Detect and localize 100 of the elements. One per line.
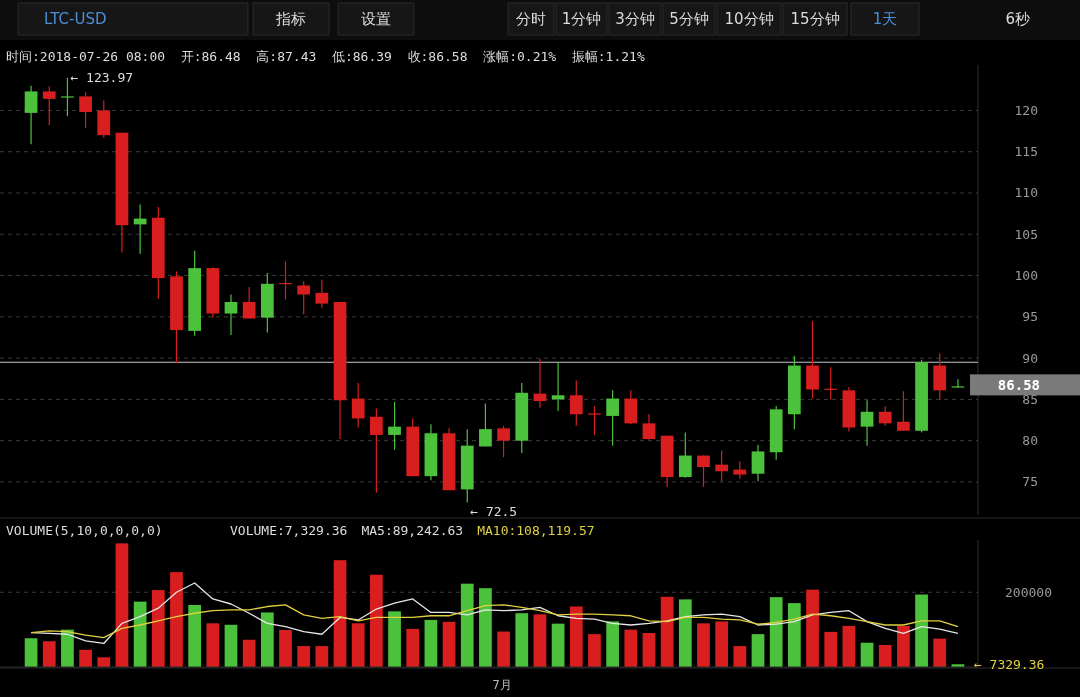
bar bbox=[533, 614, 547, 667]
bar bbox=[370, 574, 383, 667]
bar bbox=[915, 594, 928, 667]
text: 3分钟 bbox=[615, 10, 655, 28]
bar bbox=[842, 625, 856, 667]
candlestick bbox=[42, 85, 56, 126]
bar bbox=[442, 621, 456, 667]
candlestick bbox=[497, 425, 510, 458]
bar bbox=[388, 611, 401, 667]
bar bbox=[61, 629, 74, 667]
chart-subtitle: 时间:2018-07-26 08:00 开:86.48 高:87.43 低:86.39 收:86.58 涨幅:0.21% 振幅:1.21% bbox=[6, 49, 645, 64]
bar bbox=[42, 641, 56, 667]
annotation: ← 123.97 bbox=[70, 69, 134, 85]
candlestick bbox=[479, 402, 492, 448]
bar bbox=[715, 621, 729, 667]
y-tick-label: 95 bbox=[1022, 309, 1038, 325]
bar bbox=[606, 621, 619, 667]
text: 15分钟 bbox=[790, 10, 840, 28]
text: 1分钟 bbox=[561, 10, 602, 28]
y-tick-label: 200000 bbox=[1005, 584, 1052, 600]
candlestick bbox=[242, 286, 256, 320]
text: 设置 bbox=[361, 10, 391, 28]
candlestick bbox=[678, 431, 692, 479]
text: 10分钟 bbox=[724, 10, 774, 28]
bar bbox=[769, 597, 783, 667]
bar bbox=[588, 634, 601, 667]
candlestick bbox=[224, 293, 238, 336]
candlestick bbox=[897, 390, 910, 432]
text: 指标 bbox=[275, 10, 306, 28]
annotation: ← 72.5 bbox=[470, 503, 518, 519]
y-tick-label: 120 bbox=[1014, 102, 1038, 118]
bar bbox=[933, 638, 947, 667]
bar bbox=[751, 634, 765, 667]
bar bbox=[497, 631, 510, 667]
candlestick bbox=[297, 280, 311, 315]
candlestick bbox=[697, 454, 710, 488]
bar bbox=[660, 596, 674, 667]
candlestick bbox=[569, 379, 583, 427]
bar bbox=[279, 630, 292, 667]
chart-title: LTC-USD bbox=[44, 10, 107, 28]
bar bbox=[678, 599, 692, 667]
y-tick-label: 90 bbox=[1022, 350, 1038, 366]
candlestick bbox=[388, 401, 401, 451]
bar bbox=[170, 572, 183, 667]
bar bbox=[460, 583, 474, 667]
bar bbox=[351, 623, 365, 667]
bar bbox=[824, 631, 838, 667]
bar bbox=[551, 623, 565, 667]
bar bbox=[206, 623, 220, 667]
bar bbox=[188, 604, 202, 667]
candlestick bbox=[79, 91, 92, 129]
candlestick bbox=[24, 85, 38, 145]
bar bbox=[79, 649, 92, 667]
bar bbox=[297, 646, 311, 667]
bar bbox=[733, 646, 747, 667]
bar bbox=[115, 543, 129, 667]
text: 7月 bbox=[492, 678, 512, 692]
candlestick bbox=[878, 405, 892, 427]
text: VOLUME:7,329.36 bbox=[230, 523, 348, 538]
chart-title: VOLUME(5,10,0,0,0,0) bbox=[6, 523, 163, 538]
bar bbox=[642, 633, 656, 667]
candlestick bbox=[606, 389, 619, 447]
picture-last-price-tag: 86.58 bbox=[970, 374, 1080, 396]
text: 1天 bbox=[872, 10, 898, 28]
bar bbox=[624, 629, 638, 667]
candlestick bbox=[951, 378, 965, 389]
candlestick bbox=[315, 279, 329, 309]
text: 分时 bbox=[516, 10, 546, 28]
bar bbox=[697, 623, 710, 667]
candlestick bbox=[715, 450, 729, 482]
candlestick bbox=[551, 361, 565, 412]
bar bbox=[260, 612, 274, 667]
y-tick-label: 100 bbox=[1014, 268, 1038, 284]
text: MA10:108,119.57 bbox=[477, 523, 595, 538]
text: MA5:89,242.63 bbox=[361, 523, 464, 538]
bar bbox=[333, 560, 347, 667]
candlestick bbox=[370, 407, 383, 494]
bar bbox=[151, 590, 165, 667]
candlestick bbox=[351, 382, 365, 429]
candlestick bbox=[806, 320, 819, 400]
y-tick-label: 105 bbox=[1014, 226, 1038, 242]
candlestick bbox=[751, 444, 765, 482]
bar bbox=[97, 657, 111, 667]
text: 6秒 bbox=[1005, 10, 1030, 28]
candlestick bbox=[588, 405, 601, 436]
bar bbox=[806, 589, 819, 667]
y-tick-label: 80 bbox=[1022, 433, 1038, 449]
text: 5分钟 bbox=[669, 10, 709, 28]
bar bbox=[515, 613, 529, 667]
candlestick bbox=[860, 399, 874, 447]
annotation: ← 7329.36 bbox=[973, 656, 1045, 672]
y-tick-label: 115 bbox=[1014, 144, 1038, 160]
bar bbox=[406, 628, 420, 667]
bar bbox=[224, 624, 238, 667]
y-tick-label: 75 bbox=[1022, 474, 1038, 490]
bar bbox=[242, 639, 256, 667]
bar bbox=[424, 619, 438, 667]
bar bbox=[788, 603, 801, 667]
y-tick-label: 110 bbox=[1014, 185, 1038, 201]
bar bbox=[315, 646, 329, 667]
